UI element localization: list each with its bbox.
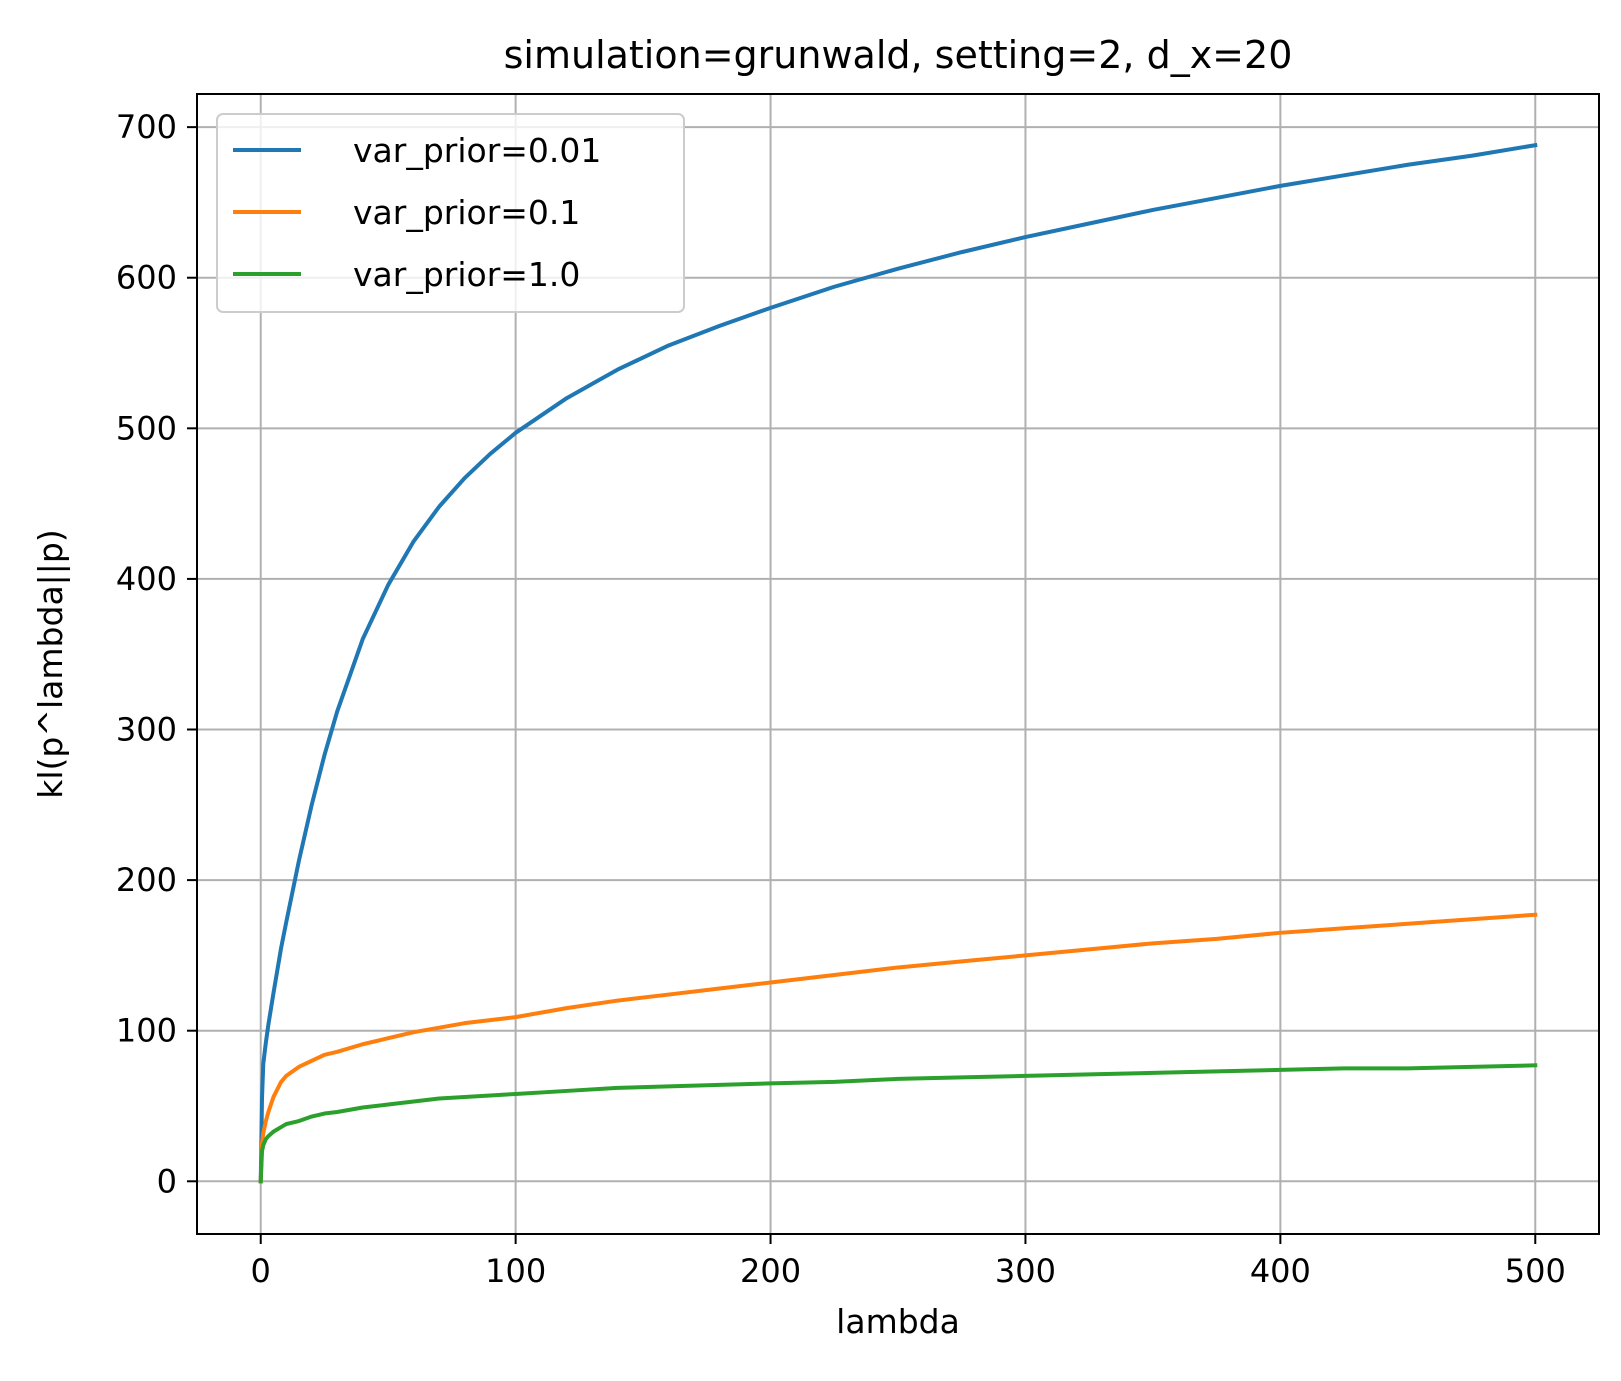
series-line-2 [258, 912, 1538, 1184]
x-tick-label: 400 [1250, 1252, 1311, 1290]
chart-title: simulation=grunwald, setting=2, d_x=20 [504, 33, 1293, 77]
axis-ticks: 0 100 200 300 400 500 0 100 200 300 400 500 600 700 [116, 108, 1566, 1290]
legend-label-3: var_prior=1.0 [353, 255, 580, 294]
y-tick-label: 500 [116, 409, 177, 447]
x-tick-label: 200 [740, 1252, 801, 1290]
legend-label-2: var_prior=0.1 [353, 193, 580, 232]
y-tick-label: 400 [116, 560, 177, 598]
x-tick-label: 0 [251, 1252, 271, 1290]
legend-label-1: var_prior=0.01 [353, 131, 601, 170]
series-line-1 [258, 142, 1538, 1184]
series-lines [258, 142, 1538, 1184]
x-axis-label: lambda [836, 1302, 960, 1341]
y-tick-label: 300 [116, 711, 177, 749]
x-tick-label: 300 [995, 1252, 1056, 1290]
y-tick-label: 0 [157, 1162, 177, 1200]
x-tick-label: 100 [485, 1252, 546, 1290]
y-tick-label: 600 [116, 259, 177, 297]
y-tick-label: 200 [116, 861, 177, 899]
y-tick-label: 700 [116, 108, 177, 146]
y-axis-label: kl(p^lambda||p) [31, 529, 70, 798]
legend: var_prior=0.01 var_prior=0.1 var_prior=1.0 [216, 113, 685, 313]
legend-box [216, 113, 685, 313]
x-tick-label: 500 [1505, 1252, 1566, 1290]
y-tick-label: 100 [116, 1012, 177, 1050]
series-line-3 [258, 1063, 1538, 1184]
plot-frame [196, 93, 1600, 1235]
